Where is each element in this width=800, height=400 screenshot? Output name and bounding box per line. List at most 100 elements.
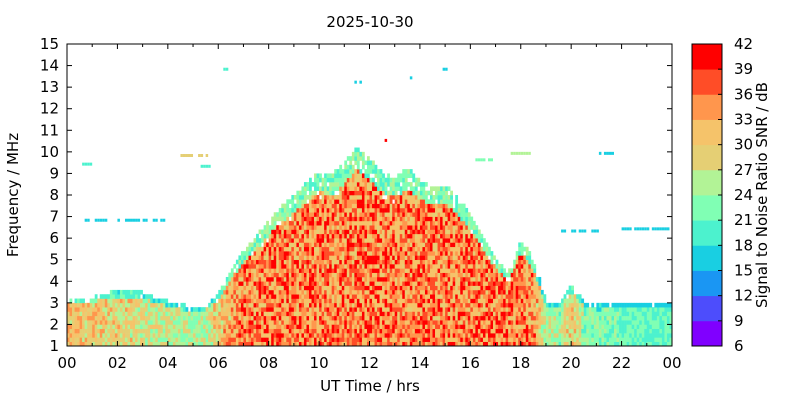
heatmap-cell bbox=[240, 333, 244, 338]
heatmap-cell bbox=[336, 255, 340, 261]
heatmap-cell bbox=[467, 238, 471, 243]
heatmap-cell bbox=[248, 242, 252, 248]
heatmap-cell bbox=[293, 242, 297, 248]
heatmap-cell bbox=[422, 229, 426, 235]
heatmap-cell bbox=[503, 333, 506, 338]
heatmap-cell bbox=[218, 307, 222, 312]
heatmap-cell bbox=[225, 320, 229, 325]
heatmap-cell bbox=[89, 337, 93, 342]
heatmap-cell bbox=[281, 294, 285, 299]
heatmap-cell bbox=[414, 320, 418, 325]
heatmap-cell bbox=[316, 298, 320, 304]
heatmap-cell bbox=[430, 268, 433, 273]
heatmap-cell bbox=[437, 251, 441, 256]
heatmap-cell bbox=[145, 341, 148, 347]
heatmap-cell bbox=[336, 182, 340, 187]
heatmap-cell bbox=[417, 203, 421, 209]
heatmap-cell bbox=[571, 285, 574, 291]
heatmap-cell bbox=[432, 320, 436, 325]
heatmap-cell bbox=[445, 285, 448, 291]
heatmap-cell bbox=[82, 307, 85, 312]
heatmap-cell bbox=[301, 246, 305, 252]
heatmap-cell bbox=[145, 337, 148, 342]
heatmap-cell bbox=[445, 268, 448, 273]
heatmap-cell bbox=[240, 294, 244, 299]
heatmap-cell bbox=[220, 302, 224, 308]
heatmap-cell bbox=[135, 298, 138, 304]
heatmap-cell bbox=[273, 225, 277, 230]
heatmap-cell bbox=[487, 307, 491, 312]
heatmap-cell bbox=[356, 302, 360, 308]
heatmap-cell bbox=[382, 246, 385, 252]
heatmap-cell bbox=[503, 324, 506, 330]
heatmap-cell bbox=[530, 289, 534, 295]
heatmap-cell bbox=[372, 272, 375, 278]
heatmap-cell bbox=[462, 337, 466, 342]
heatmap-cell bbox=[455, 333, 459, 338]
heatmap-cell bbox=[447, 333, 451, 338]
heatmap-cell bbox=[331, 307, 335, 312]
heatmap-cell bbox=[283, 225, 287, 230]
heatmap-cell bbox=[351, 251, 355, 256]
heatmap-cell bbox=[419, 220, 423, 226]
heatmap-cell bbox=[603, 328, 607, 334]
heatmap-cell bbox=[296, 341, 300, 347]
heatmap-cell bbox=[344, 242, 348, 248]
heatmap-cell bbox=[568, 298, 572, 304]
heatmap-cell bbox=[576, 337, 580, 342]
heatmap-cell bbox=[389, 264, 393, 269]
heatmap-cell bbox=[432, 268, 436, 273]
heatmap-cell bbox=[382, 264, 385, 269]
heatmap-cell bbox=[331, 212, 335, 217]
heatmap-cell bbox=[306, 320, 310, 325]
heatmap-cell bbox=[268, 268, 272, 273]
heatmap-cell bbox=[112, 289, 116, 295]
heatmap-cell bbox=[412, 246, 416, 252]
heatmap-cell bbox=[268, 328, 272, 334]
heatmap-cell bbox=[339, 315, 343, 321]
heatmap-cell bbox=[437, 328, 441, 334]
heatmap-cell bbox=[422, 324, 426, 330]
heatmap-cell bbox=[543, 307, 547, 312]
heatmap-cell bbox=[369, 182, 373, 187]
heatmap-cell bbox=[251, 302, 254, 308]
heatmap-cell bbox=[346, 173, 350, 179]
heatmap-cell bbox=[462, 315, 466, 321]
heatmap-cell bbox=[193, 333, 196, 338]
heatmap-cell bbox=[271, 233, 275, 239]
heatmap-cell bbox=[293, 294, 297, 299]
heatmap-cell bbox=[99, 328, 103, 334]
heatmap-cell bbox=[447, 225, 451, 230]
heatmap-cell bbox=[369, 177, 373, 183]
heatmap-cell bbox=[203, 333, 206, 338]
heatmap-cell bbox=[377, 251, 380, 256]
heatmap-cell bbox=[475, 264, 479, 269]
heatmap-cell bbox=[432, 186, 436, 191]
heatmap-cell bbox=[445, 307, 448, 312]
heatmap-cell bbox=[412, 276, 416, 282]
heatmap-cell bbox=[306, 251, 310, 256]
heatmap-cell bbox=[291, 199, 295, 204]
heatmap-cell bbox=[442, 264, 446, 269]
heatmap-cell bbox=[603, 341, 607, 347]
heatmap-cell bbox=[324, 333, 327, 338]
heatmap-cell bbox=[228, 311, 232, 317]
heatmap-cell bbox=[361, 302, 365, 308]
heatmap-cell bbox=[435, 255, 438, 261]
heatmap-cell bbox=[361, 160, 365, 166]
heatmap-cell bbox=[412, 207, 416, 213]
heatmap-cell bbox=[530, 328, 534, 334]
heatmap-cell bbox=[137, 328, 141, 334]
heatmap-cell bbox=[455, 238, 459, 243]
heatmap-cell bbox=[490, 311, 494, 317]
heatmap-cell bbox=[298, 212, 302, 217]
heatmap-cell bbox=[480, 302, 484, 308]
heatmap-cell bbox=[558, 324, 562, 330]
heatmap-cell bbox=[77, 311, 80, 317]
heatmap-cell bbox=[361, 177, 365, 183]
heatmap-cell bbox=[339, 264, 343, 269]
heatmap-cell bbox=[210, 337, 214, 342]
heatmap-cell bbox=[424, 199, 428, 204]
heatmap-cell bbox=[266, 251, 269, 256]
heatmap-cell bbox=[384, 220, 388, 226]
